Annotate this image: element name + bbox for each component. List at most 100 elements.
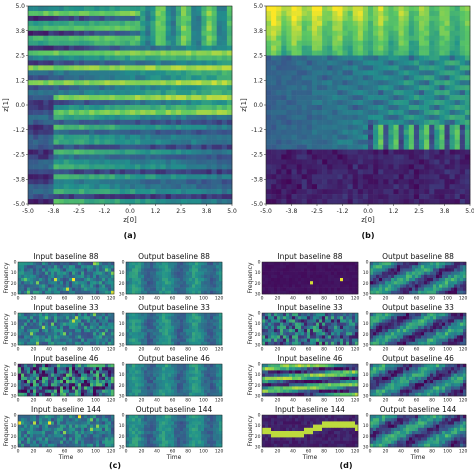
heatmap-cell-b bbox=[286, 50, 292, 56]
heatmap-cell-a bbox=[48, 95, 54, 101]
spectrogram-cell bbox=[162, 338, 166, 343]
heatmap-cell-a bbox=[63, 159, 70, 165]
spectrogram-cell bbox=[219, 319, 223, 323]
heatmap-cell-b bbox=[444, 159, 450, 165]
heatmap-cell-b bbox=[383, 6, 389, 12]
spectrogram-cell bbox=[198, 281, 202, 285]
heatmap-cell-b bbox=[429, 6, 435, 12]
spectrogram-cell bbox=[93, 392, 97, 397]
heatmap-cell-a bbox=[191, 105, 197, 111]
heatmap-cell-b bbox=[439, 85, 445, 91]
heatmap-cell-a bbox=[155, 105, 161, 111]
heatmap-cell-b bbox=[439, 95, 445, 101]
heatmap-cell-b bbox=[337, 109, 343, 116]
heatmap-cell-a bbox=[68, 15, 75, 22]
heatmap-cell-b bbox=[347, 114, 353, 121]
heatmap-cell-b bbox=[291, 60, 297, 66]
heatmap-cell-b bbox=[357, 124, 364, 131]
spectrogram-cell bbox=[189, 341, 193, 346]
heatmap-cell-a bbox=[99, 35, 105, 41]
heatmap-cell-a bbox=[109, 40, 115, 46]
spectrogram-cell bbox=[33, 281, 37, 285]
spectrogram-cell bbox=[177, 268, 181, 272]
heatmap-cell-a bbox=[89, 179, 95, 185]
heatmap-cell-b bbox=[439, 60, 445, 66]
spectrogram-cell bbox=[36, 262, 40, 266]
heatmap-cell-a bbox=[175, 169, 182, 175]
heatmap-cell-a bbox=[84, 10, 90, 17]
heatmap-cell-b bbox=[424, 144, 430, 150]
heatmap-cell-b bbox=[459, 105, 466, 111]
spectrogram-cell bbox=[69, 329, 73, 333]
heatmap-cell-a bbox=[186, 70, 192, 76]
spectrogram-cell bbox=[54, 274, 58, 279]
heatmap-cell-b bbox=[373, 100, 379, 106]
heatmap-cell-a bbox=[191, 40, 197, 46]
spectrogram-cell bbox=[213, 281, 217, 285]
spectrogram-cell bbox=[81, 325, 85, 330]
heatmap-cell-a bbox=[68, 100, 75, 106]
heatmap-cell-b bbox=[419, 184, 425, 190]
heatmap-cell-b bbox=[449, 55, 455, 61]
spectrogram-cell bbox=[60, 316, 64, 320]
spectrogram-cell bbox=[93, 367, 97, 371]
heatmap-cell-a bbox=[58, 189, 64, 195]
heatmap-cell-a bbox=[170, 199, 177, 205]
spectrogram-cell bbox=[33, 364, 37, 368]
spectrogram-cell bbox=[189, 262, 193, 266]
heatmap-cell-a bbox=[124, 20, 131, 27]
heatmap-cell-b bbox=[276, 169, 282, 175]
heatmap-cell-b bbox=[317, 144, 323, 150]
spectrogram-cell bbox=[60, 370, 64, 374]
spectrogram-cell bbox=[36, 325, 40, 330]
spectrogram-cell bbox=[93, 376, 97, 381]
x-tick-label: 5.0 bbox=[227, 208, 237, 215]
heatmap-cell-a bbox=[175, 164, 182, 170]
heatmap-cell-b bbox=[352, 10, 359, 17]
heatmap-cell-a bbox=[28, 20, 34, 27]
heatmap-cell-b bbox=[408, 124, 415, 131]
heatmap-cell-b bbox=[337, 6, 343, 12]
heatmap-cell-a bbox=[58, 50, 64, 56]
heatmap-cell-b bbox=[332, 65, 338, 71]
heatmap-cell-a bbox=[201, 109, 207, 116]
spectrogram-cell bbox=[54, 313, 58, 317]
spectrogram-cell bbox=[180, 271, 184, 276]
spectrogram-cell bbox=[60, 338, 64, 343]
heatmap-cell-a bbox=[216, 179, 223, 185]
spectrogram-cell bbox=[48, 383, 52, 387]
spectrogram-cell bbox=[111, 370, 115, 374]
spectrogram-cell bbox=[150, 262, 154, 266]
heatmap-cell-b bbox=[459, 169, 466, 175]
spectrogram-cell bbox=[144, 341, 148, 346]
heatmap-cell-b bbox=[449, 60, 455, 66]
heatmap-cell-b bbox=[271, 50, 277, 56]
spectrogram-cell bbox=[129, 271, 133, 276]
heatmap-cell-b bbox=[434, 114, 440, 121]
heatmap-cell-b bbox=[276, 20, 282, 27]
heatmap-cell-a bbox=[206, 65, 212, 71]
spectrogram-cell bbox=[54, 367, 58, 371]
spectrogram-cell bbox=[81, 284, 85, 288]
spectrogram-cell bbox=[180, 325, 184, 330]
heatmap-cell-b bbox=[276, 50, 282, 56]
heatmap-cell-b bbox=[459, 6, 466, 12]
heatmap-cell-b bbox=[306, 60, 313, 66]
heatmap-cell-a bbox=[135, 80, 141, 86]
heatmap-cell-b bbox=[393, 105, 399, 111]
heatmap-cell-a bbox=[201, 154, 207, 160]
heatmap-cell-b bbox=[403, 25, 410, 32]
heatmap-cell-b bbox=[332, 134, 338, 140]
spectrogram-cell bbox=[159, 364, 163, 368]
heatmap-cell-a bbox=[196, 60, 202, 66]
heatmap-cell-a bbox=[28, 129, 34, 135]
heatmap-cell-b bbox=[311, 45, 318, 51]
heatmap-cell-a bbox=[84, 80, 90, 86]
spectrogram-cell bbox=[180, 338, 184, 343]
heatmap-cell-a bbox=[99, 129, 105, 135]
heatmap-cell-b bbox=[291, 70, 297, 76]
spectrogram-cell bbox=[159, 316, 163, 320]
y-tick-label: 0 bbox=[122, 260, 125, 266]
spectrogram-cell bbox=[78, 271, 82, 276]
spectrogram-cell bbox=[54, 281, 58, 285]
